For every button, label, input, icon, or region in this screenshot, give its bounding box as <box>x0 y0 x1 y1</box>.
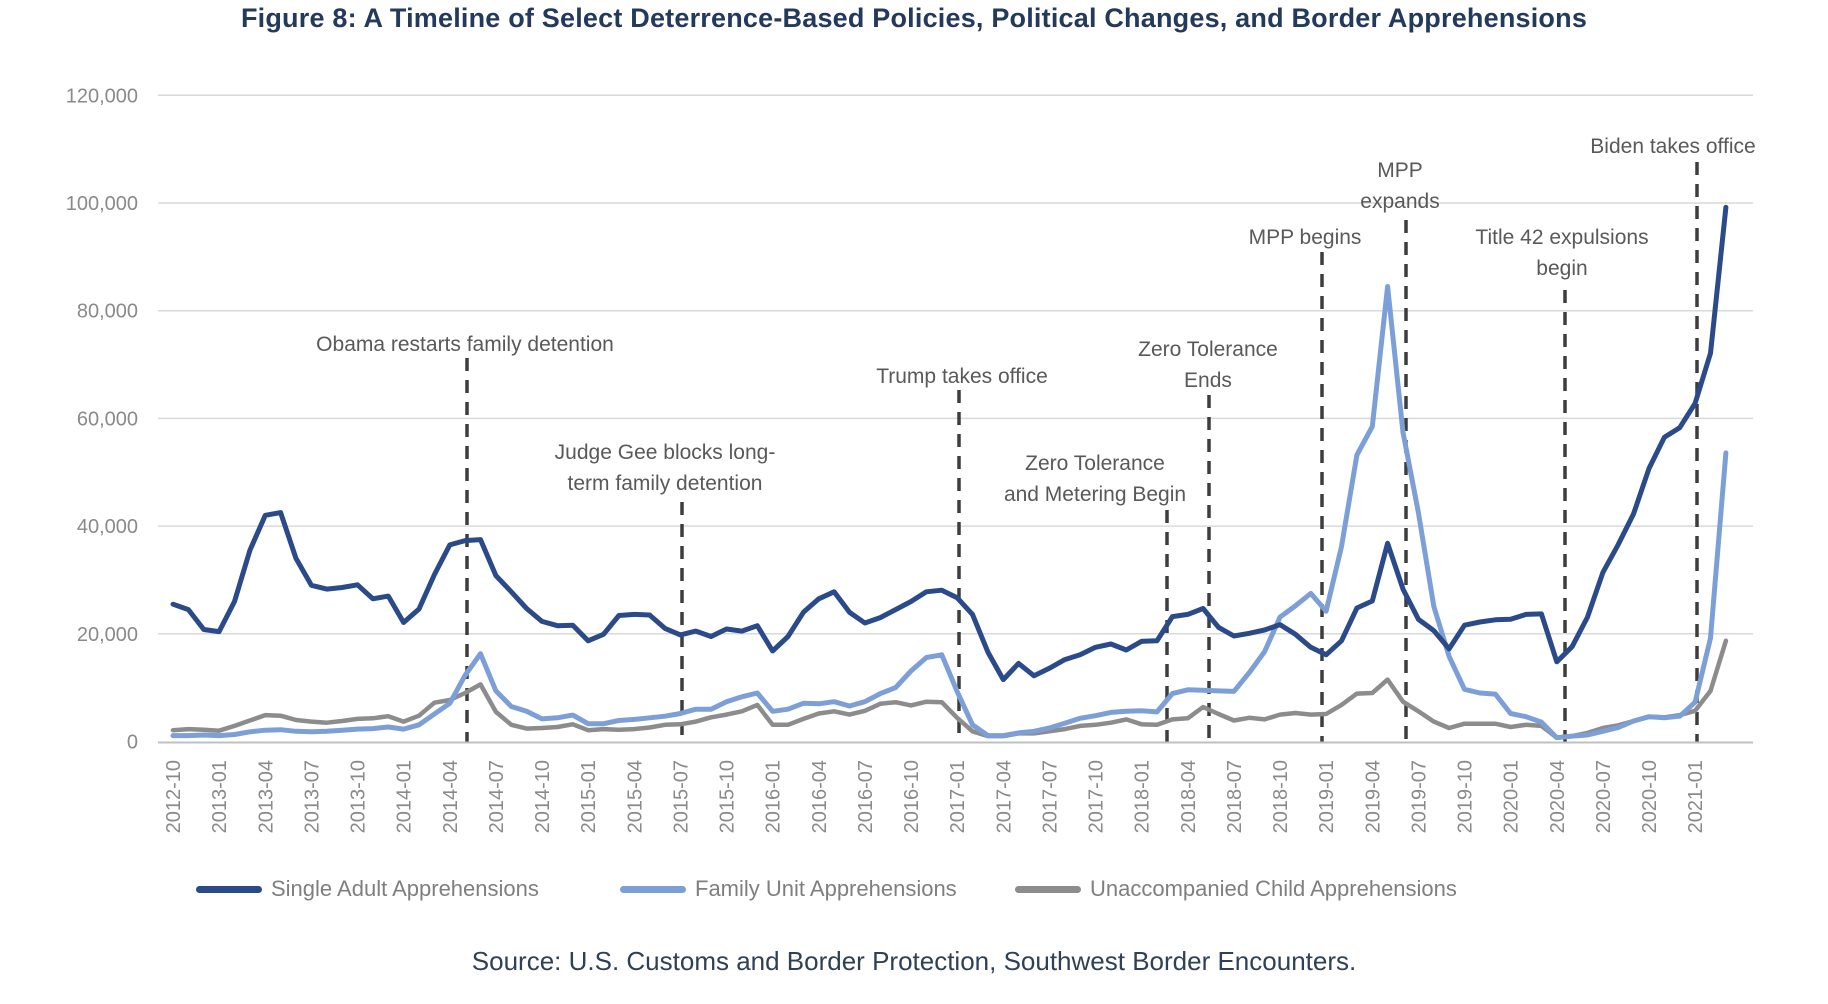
x-axis-tick-label: 2015-07 <box>670 760 692 833</box>
x-axis-tick-label: 2017-01 <box>947 760 969 833</box>
x-axis-tick-label: 2020-04 <box>1547 760 1569 833</box>
event-annotation-label: MPP begins <box>1248 226 1362 249</box>
x-axis-tick-label: 2015-04 <box>624 760 646 833</box>
y-axis-tick-label: 80,000 <box>77 301 138 323</box>
x-axis-tick-label: 2019-01 <box>1316 760 1338 833</box>
event-annotation-label: Zero Tolerance Ends <box>1138 338 1278 392</box>
figure-title: Figure 8: A Timeline of Select Deterrenc… <box>240 3 1588 33</box>
x-axis-tick-label: 2012-10 <box>163 760 185 833</box>
series-line-family-unit <box>170 284 1729 741</box>
source-note: Source: U.S. Customs and Border Protecti… <box>471 946 1357 976</box>
legend-item-single-adult: Single Adult Apprehensions <box>196 876 539 902</box>
x-axis-tick-label: 2019-07 <box>1408 760 1430 833</box>
y-axis-tick-label: 60,000 <box>77 408 138 430</box>
x-axis-tick-label: 2016-07 <box>855 760 877 833</box>
x-axis-tick-label: 2013-07 <box>301 760 323 833</box>
y-axis-tick-label: 100,000 <box>66 193 138 215</box>
unaccompanied-child-line-swatch <box>1015 885 1081 893</box>
x-axis-tick-label: 2017-10 <box>1086 760 1108 833</box>
x-axis-tick-label: 2017-04 <box>993 760 1015 833</box>
event-annotation-label: Judge Gee blocks long-term family detent… <box>554 441 776 495</box>
x-axis-tick-label: 2018-01 <box>1132 760 1154 833</box>
x-axis-tick-label: 2016-10 <box>901 760 923 833</box>
x-axis-tick-label: 2014-10 <box>532 760 554 833</box>
legend-label-unaccompanied-child: Unaccompanied Child Apprehensions <box>1090 876 1457 901</box>
legend-label-family-unit: Family Unit Apprehensions <box>695 876 957 901</box>
y-axis-tick-label: 0 <box>127 732 138 754</box>
x-axis-tick-label: 2013-04 <box>255 760 277 833</box>
x-axis-tick-label: 2016-01 <box>763 760 785 833</box>
x-axis-tick-label: 2019-10 <box>1455 760 1477 833</box>
x-axis-tick-label: 2020-01 <box>1501 760 1523 833</box>
y-axis-tick-label: 20,000 <box>77 624 138 646</box>
event-annotation-label: Trump takes office <box>876 365 1048 388</box>
x-axis-tick-label: 2016-04 <box>809 760 831 833</box>
x-axis-tick-label: 2017-07 <box>1039 760 1061 833</box>
x-axis-tick-label: 2019-04 <box>1362 760 1384 833</box>
x-axis-tick-label: 2020-10 <box>1639 760 1661 833</box>
event-annotation-label: MPP expands <box>1360 159 1440 213</box>
event-annotation-label: Biden takes office <box>1590 135 1756 158</box>
series-line-unaccompanied-child <box>170 638 1729 740</box>
x-axis-tick-label: 2018-07 <box>1224 760 1246 833</box>
x-axis-tick-label: 2014-07 <box>486 760 508 833</box>
x-axis-tick-label: 2020-07 <box>1593 760 1615 833</box>
x-axis-tick-label: 2018-10 <box>1270 760 1292 833</box>
event-annotation-label: Zero Tolerance and Metering Begin <box>1003 452 1187 506</box>
x-axis-tick-label: 2013-10 <box>348 760 370 833</box>
x-axis-tick-label: 2021-01 <box>1685 760 1707 833</box>
x-axis-tick-label: 2013-01 <box>209 760 231 833</box>
legend-label-single-adult: Single Adult Apprehensions <box>271 876 539 901</box>
x-axis-tick-label: 2014-04 <box>440 760 462 833</box>
family-unit-line-swatch <box>620 885 686 893</box>
legend-item-family-unit: Family Unit Apprehensions <box>620 876 957 902</box>
series-line-single-adult <box>170 204 1729 683</box>
event-annotation-label: Obama restarts family detention <box>316 333 614 356</box>
single-adult-line-swatch <box>196 885 262 893</box>
y-axis-tick-label: 120,000 <box>66 85 138 107</box>
x-axis-tick-label: 2015-01 <box>578 760 600 833</box>
x-axis-tick-label: 2015-10 <box>717 760 739 833</box>
legend-item-unaccompanied-child: Unaccompanied Child Apprehensions <box>1015 876 1457 902</box>
x-axis-tick-label: 2018-04 <box>1178 760 1200 833</box>
x-axis-tick-label: 2014-01 <box>394 760 416 833</box>
event-annotation-label: Title 42 expulsions begin <box>1475 226 1649 280</box>
y-axis-tick-label: 40,000 <box>77 516 138 538</box>
